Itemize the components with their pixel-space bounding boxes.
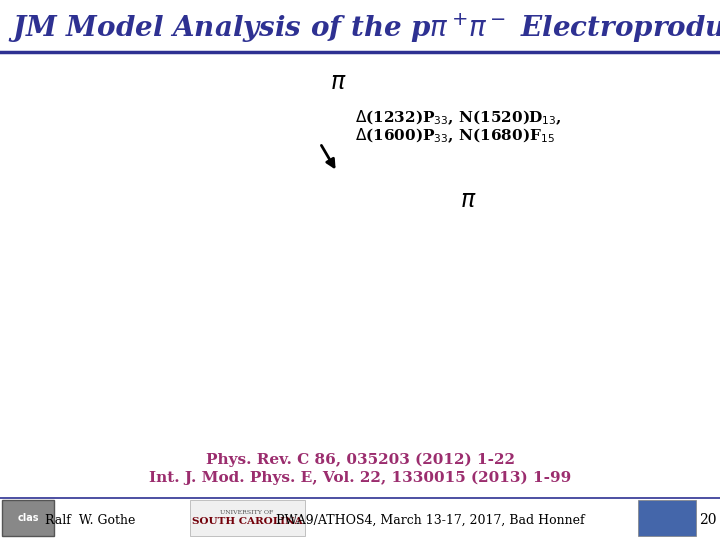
Text: $\Delta$(1232)P$_{33}$, N(1520)D$_{13}$,: $\Delta$(1232)P$_{33}$, N(1520)D$_{13}$, xyxy=(355,108,562,126)
Text: 20: 20 xyxy=(699,513,716,527)
Text: Phys. Rev. C 86, 035203 (2012) 1-22: Phys. Rev. C 86, 035203 (2012) 1-22 xyxy=(205,453,515,467)
Text: SOUTH CAROLINA: SOUTH CAROLINA xyxy=(192,516,302,525)
Text: Ralf  W. Gothe: Ralf W. Gothe xyxy=(45,514,135,526)
Bar xyxy=(2,500,54,536)
Bar xyxy=(638,500,696,536)
Text: $\pi$: $\pi$ xyxy=(330,70,346,94)
Text: clas: clas xyxy=(17,513,39,523)
Text: Int. J. Mod. Phys. E, Vol. 22, 1330015 (2013) 1-99: Int. J. Mod. Phys. E, Vol. 22, 1330015 (… xyxy=(149,471,571,485)
Text: JM Model Analysis of the p$\pi^+\!\pi^-$ Electroproduction: JM Model Analysis of the p$\pi^+\!\pi^-$… xyxy=(8,11,720,45)
Text: $\pi$: $\pi$ xyxy=(460,188,477,212)
Text: UNIVERSITY OF: UNIVERSITY OF xyxy=(220,510,274,515)
Text: PWA9/ATHOS4, March 13-17, 2017, Bad Honnef: PWA9/ATHOS4, March 13-17, 2017, Bad Honn… xyxy=(276,514,585,526)
Text: $\Delta$(1600)P$_{33}$, N(1680)F$_{15}$: $\Delta$(1600)P$_{33}$, N(1680)F$_{15}$ xyxy=(355,126,555,145)
Bar xyxy=(190,500,305,536)
